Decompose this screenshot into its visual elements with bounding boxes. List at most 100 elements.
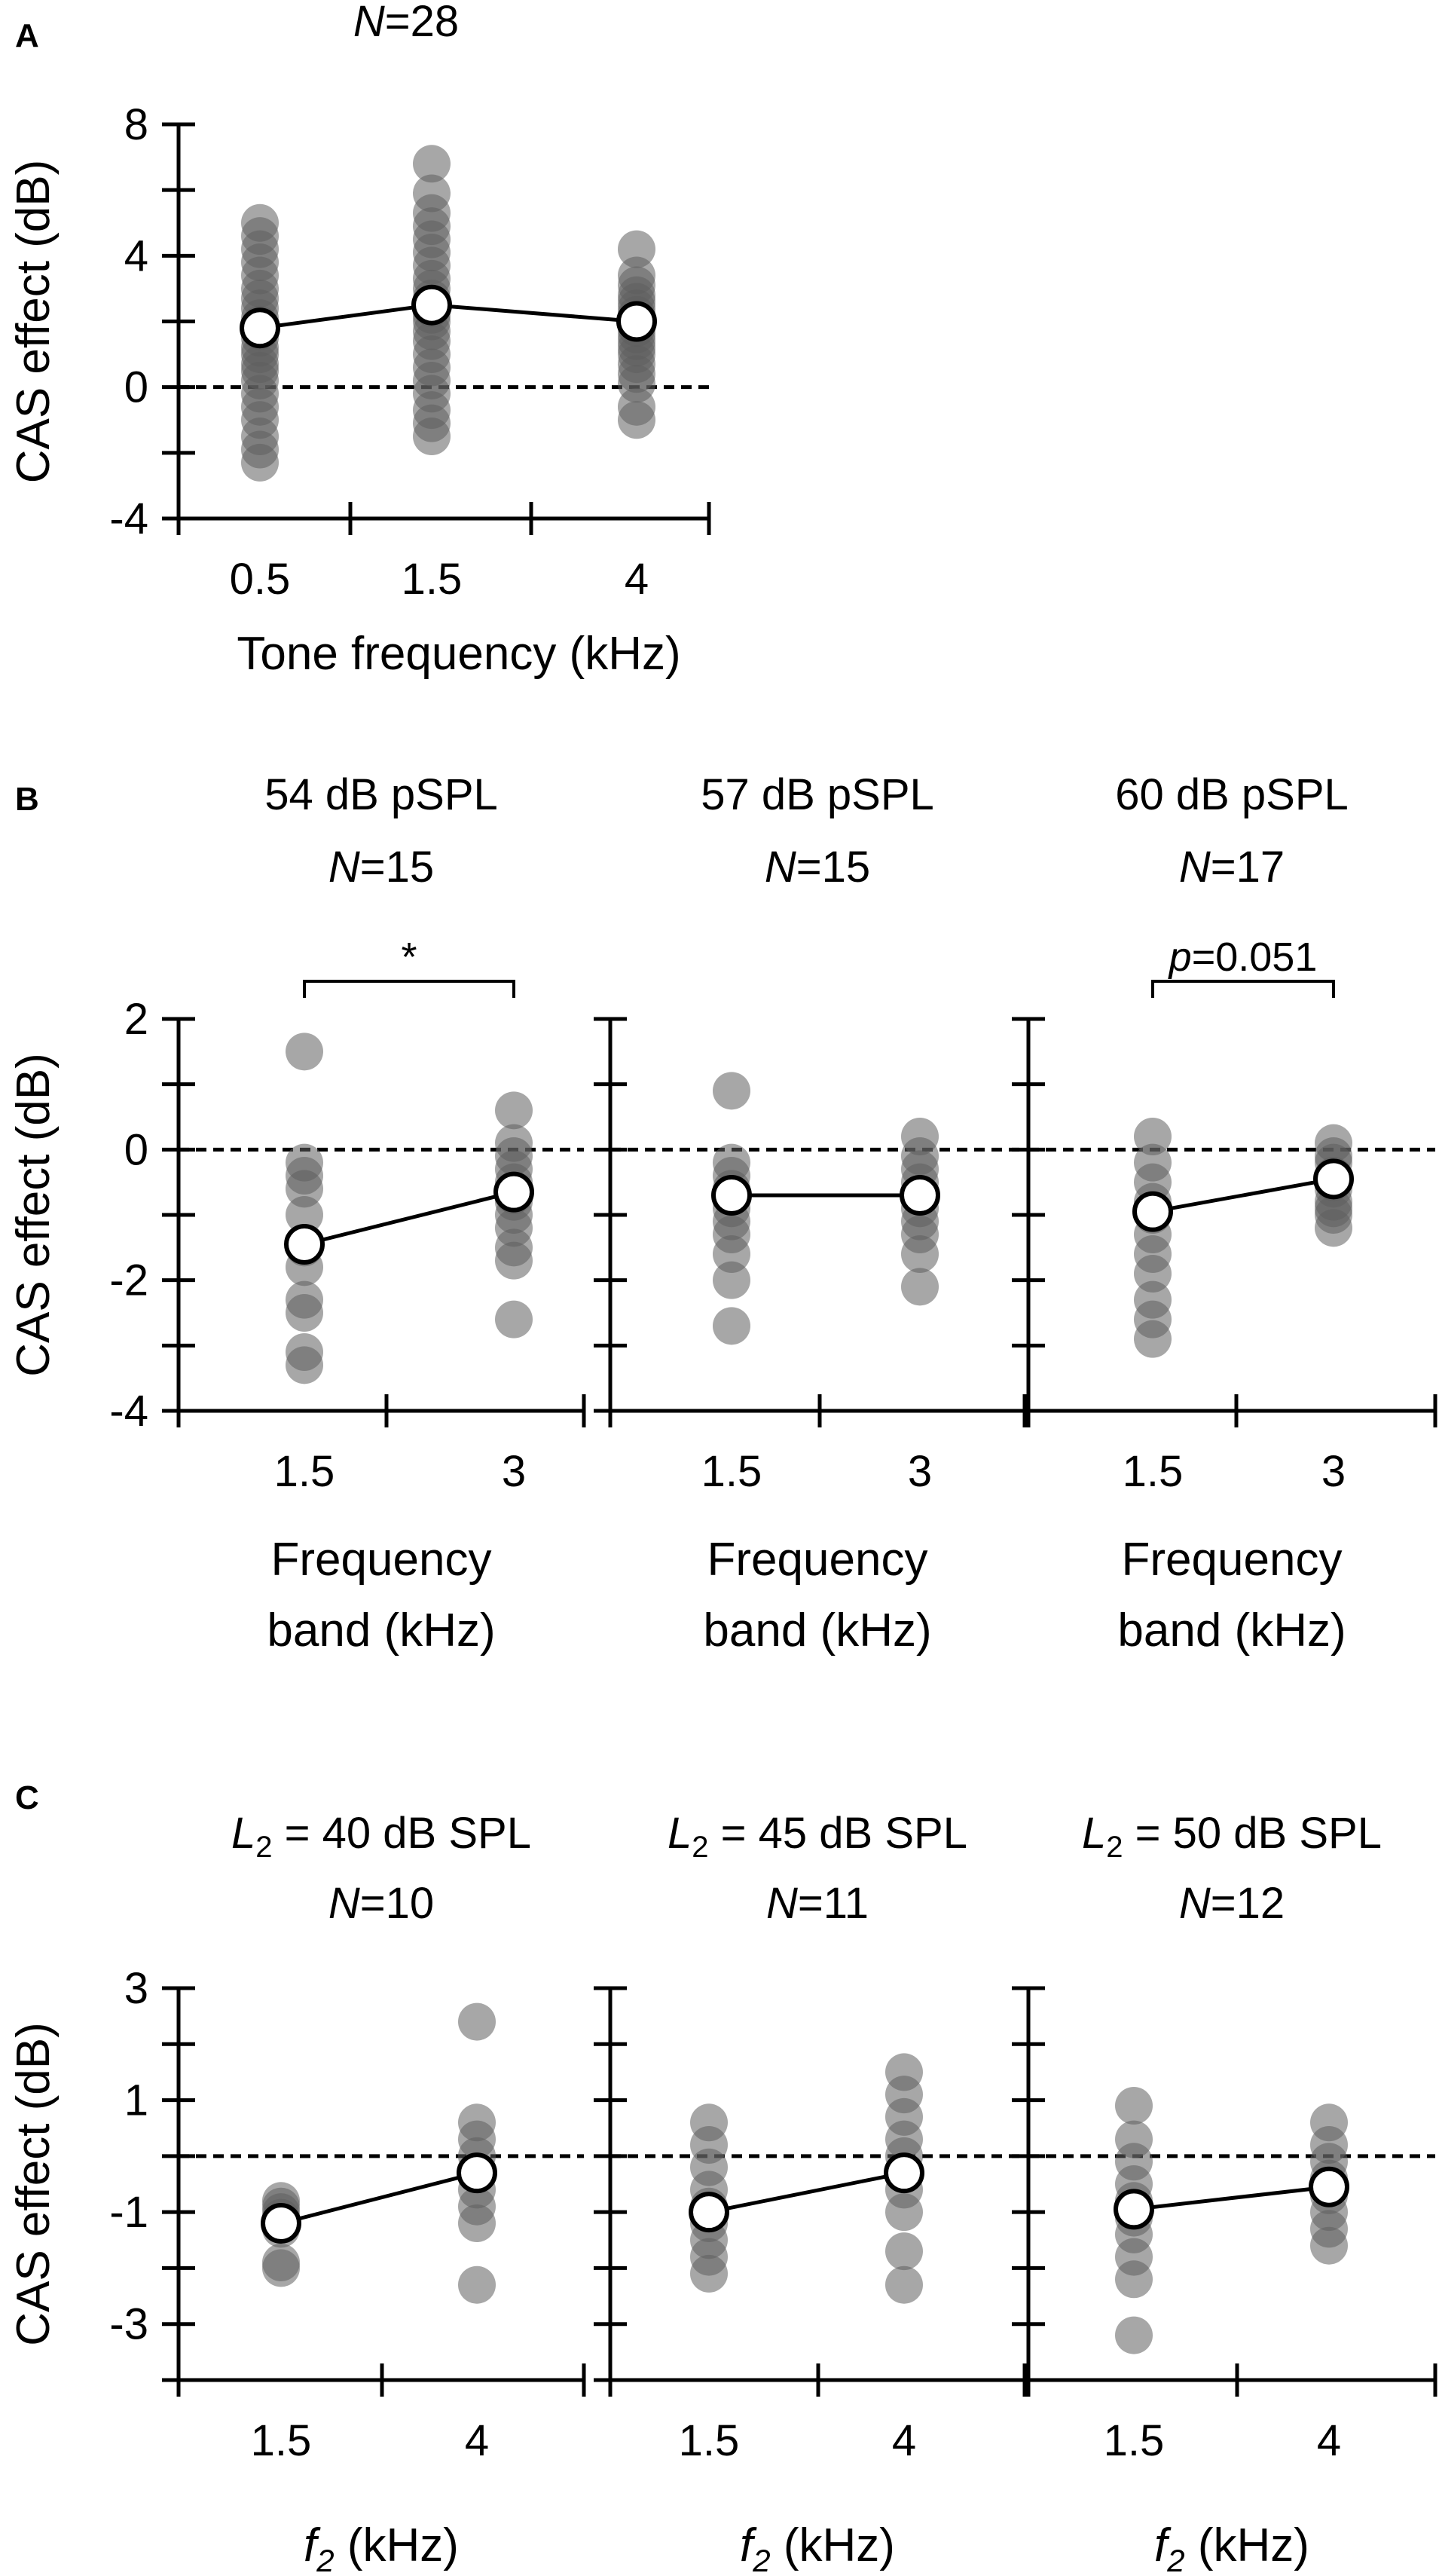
n-value: =17 <box>1211 843 1285 892</box>
panel-c-4-mean-line <box>280 2171 478 2226</box>
panel-b-2-n-label: N=15 <box>765 843 870 892</box>
panel-b-1-y-tick-label: -4 <box>109 1387 148 1436</box>
panel-c-4-y-tick-label: -3 <box>109 2300 148 2349</box>
panel-a-0-x-tick-label: 4 <box>625 555 649 604</box>
panel-c-4-n-label: N=10 <box>328 1879 434 1928</box>
panel-b-3-title: 60 dB pSPL <box>1115 770 1349 819</box>
panel-b-1-individual-point <box>495 1241 533 1280</box>
panel-c-5-individual-point <box>885 2193 923 2232</box>
n-variable: N <box>1179 843 1211 892</box>
title-variable: L <box>668 1809 692 1858</box>
panel-b-3-x-tick-label: 3 <box>1321 1447 1346 1496</box>
n-value: =11 <box>798 1879 869 1928</box>
panel-a-0-y-label: CAS effect (dB) <box>8 160 60 484</box>
panel-b-1-individual-point <box>286 1346 323 1384</box>
panel-b-2-x-label-line2: band (kHz) <box>703 1605 931 1657</box>
x-label-rest: (kHz) <box>771 2519 895 2571</box>
panel-c-4-y-tick-label: 3 <box>124 1964 148 2013</box>
panel-b-2-x-tick-label: 3 <box>908 1447 932 1496</box>
panel-b-1-y-tick-label: 2 <box>124 995 148 1044</box>
panel-b-1-x-tick-label: 3 <box>502 1447 526 1496</box>
panel-b-1-x-label-line1: Frequency <box>271 1534 492 1586</box>
panel-b-1-individual-point <box>286 1294 323 1332</box>
n-variable: N <box>328 1879 360 1928</box>
bracket-value: =0.051 <box>1192 935 1318 980</box>
panel-b-2-mean-point <box>900 1175 940 1216</box>
panel-a-0-individual-point <box>413 145 451 183</box>
panel-b-3-mean-point <box>1313 1158 1354 1200</box>
panel-b-1-mean-point <box>493 1171 534 1213</box>
panel-b-3-x-label-line2: band (kHz) <box>1117 1605 1346 1657</box>
n-variable: N <box>1179 1879 1211 1928</box>
panel-a-0-individual-point <box>413 418 451 456</box>
n-variable: N <box>765 843 796 892</box>
panel-c-5-mean-point <box>689 2192 729 2233</box>
panel-c-6-individual-point <box>1310 2226 1348 2265</box>
panel-b-2-individual-point <box>713 1072 750 1110</box>
panel-b-3-bracket <box>1151 980 1335 998</box>
panel-a-0-y-tick-label: 8 <box>124 100 148 149</box>
title-variable: L <box>231 1809 255 1858</box>
panel-letter-b: B <box>15 781 39 818</box>
panel-b-3-x-label-line1: Frequency <box>1122 1534 1343 1586</box>
panel-c-6-x-tick-label: 1.5 <box>1104 2416 1165 2465</box>
panel-c-4-y-tick-label: -1 <box>109 2188 148 2237</box>
panel-c-6-n-label: N=12 <box>1179 1879 1285 1928</box>
panel-c-4-x-tick-label: 4 <box>465 2416 489 2465</box>
panel-a-0-individual-point <box>241 443 279 482</box>
panel-c-5-n-label: N=11 <box>766 1879 869 1928</box>
panel-c-4-individual-point <box>458 2265 496 2304</box>
x-label-subscript: 2 <box>752 2543 770 2576</box>
panel-b-3-individual-point <box>1134 1320 1172 1358</box>
panel-c-4-individual-point <box>262 2249 300 2287</box>
panel-c-6-individual-point <box>1115 2087 1153 2125</box>
panel-c-6-mean-point <box>1114 2189 1154 2230</box>
panel-c-6-x-label: f2 (kHz) <box>1154 2519 1309 2576</box>
panel-b-1-y-tick-label: -2 <box>109 1256 148 1305</box>
panel-c-4-individual-point <box>458 2204 496 2242</box>
title-subscript: 2 <box>255 1831 272 1864</box>
panel-c-4-title: L2 = 40 dB SPL <box>231 1809 531 1864</box>
panel-b-2-individual-point <box>901 1235 939 1273</box>
panel-a-0-mean-point <box>240 307 280 349</box>
panel-b-1-individual-point <box>286 1033 323 1071</box>
panel-b-1-n-label: N=15 <box>328 843 434 892</box>
panel-b-3-mean-line <box>1152 1176 1334 1214</box>
n-value: =12 <box>1211 1879 1285 1928</box>
panel-b-2-mean-point <box>711 1175 752 1216</box>
panel-b-2-individual-point <box>713 1261 750 1299</box>
x-label-rest: (kHz) <box>335 2519 459 2571</box>
x-label-subscript: 2 <box>316 2543 334 2576</box>
n-value: =10 <box>360 1879 434 1928</box>
title-rest: = 45 dB SPL <box>709 1809 967 1858</box>
panel-c-5-x-tick-label: 1.5 <box>679 2416 740 2465</box>
panel-b-1-y-label: CAS effect (dB) <box>8 1053 60 1377</box>
panel-c-5-x-tick-label: 4 <box>892 2416 916 2465</box>
panel-letter-a: A <box>15 17 39 54</box>
panel-b-1-individual-point <box>286 1196 323 1234</box>
panel-a-0-n-label: N=28 <box>353 0 459 46</box>
n-variable: N <box>766 1879 798 1928</box>
panel-b-3-n-label: N=17 <box>1179 843 1285 892</box>
panel-b-3-x-tick-label: 1.5 <box>1123 1447 1184 1496</box>
x-label-subscript: 2 <box>1166 2543 1184 2576</box>
panel-b-2-title: 57 dB pSPL <box>701 770 934 819</box>
panel-b-2-individual-point <box>901 1268 939 1306</box>
x-label-rest: (kHz) <box>1185 2519 1309 2571</box>
panel-b-1-mean-line <box>304 1190 515 1247</box>
title-subscript: 2 <box>692 1831 708 1864</box>
panel-a-0-x-tick-label: 0.5 <box>230 555 291 604</box>
panel-c-5-individual-point <box>885 2232 923 2271</box>
panel-c-5-individual-point <box>690 2254 728 2293</box>
panel-c-5-mean-point <box>884 2152 924 2194</box>
panel-a-0-mean-point <box>411 284 452 326</box>
panel-b-1-x-label-line2: band (kHz) <box>267 1605 495 1657</box>
title-rest: = 50 dB SPL <box>1123 1809 1382 1858</box>
panel-b-2-x-tick-label: 1.5 <box>701 1447 762 1496</box>
panel-c-6-title: L2 = 50 dB SPL <box>1082 1809 1382 1864</box>
n-variable: N <box>328 843 360 892</box>
panel-c-4-y-tick-label: 1 <box>124 2076 148 2125</box>
panel-a-0-y-tick-label: 0 <box>124 363 148 412</box>
n-value: =15 <box>796 843 870 892</box>
panel-c-6-individual-point <box>1115 2260 1153 2299</box>
